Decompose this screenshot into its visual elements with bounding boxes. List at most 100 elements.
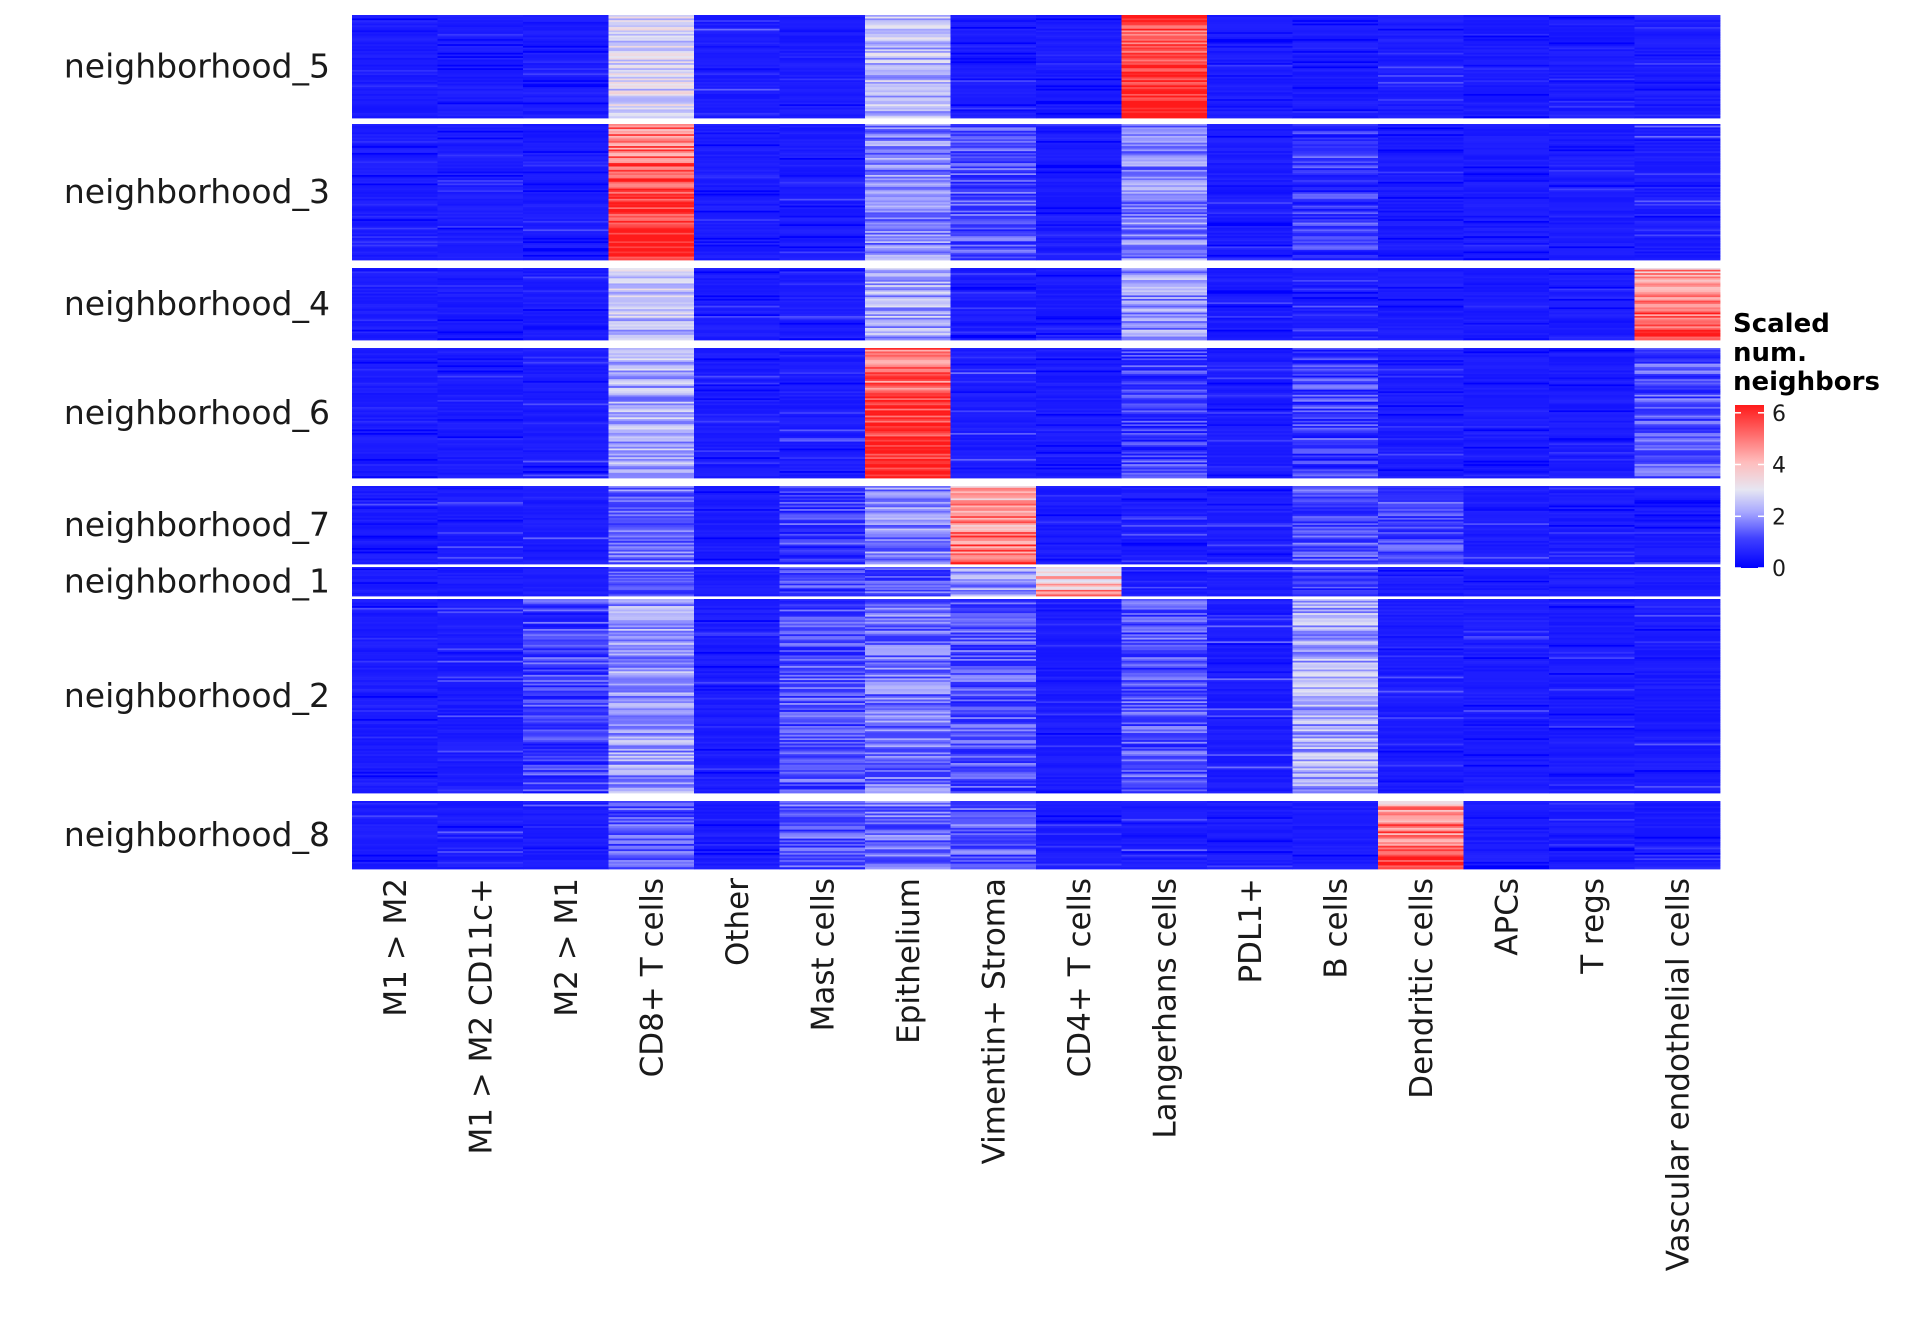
heatmap-cell	[779, 302, 866, 305]
heatmap-cell	[1463, 33, 1550, 36]
heatmap-cell	[1463, 20, 1550, 23]
heatmap-cell	[694, 474, 780, 477]
heatmap-cell	[1634, 530, 1721, 533]
heatmap-cell	[950, 551, 1037, 554]
heatmap-cell	[437, 229, 524, 232]
heatmap-cell	[1121, 93, 1208, 97]
heatmap-cell	[608, 348, 695, 351]
heatmap-cell	[523, 192, 609, 195]
heatmap-cell	[950, 469, 1037, 472]
heatmap-cell	[1634, 61, 1721, 64]
heatmap-cell	[1549, 462, 1635, 465]
heatmap-cell	[1463, 142, 1550, 145]
heatmap-cell	[865, 309, 951, 312]
heatmap-cell	[1549, 227, 1635, 230]
heatmap-cell	[1292, 329, 1379, 332]
heatmap-cell	[1634, 181, 1721, 184]
heatmap-cell	[352, 516, 438, 519]
heatmap-cell	[1036, 186, 1122, 189]
heatmap-cell	[437, 525, 524, 528]
heatmap-cell	[1207, 321, 1293, 324]
heatmap-cell	[694, 241, 780, 244]
heatmap-cell	[1463, 429, 1550, 432]
heatmap-cell	[1292, 83, 1379, 86]
heatmap-cell	[1207, 401, 1293, 404]
heatmap-cell	[950, 349, 1037, 352]
heatmap-cell	[523, 321, 609, 324]
heatmap-cell	[1292, 222, 1379, 225]
heatmap-cell	[523, 519, 609, 522]
heatmap-cell	[1036, 530, 1122, 533]
heatmap-cell	[950, 154, 1037, 157]
heatmap-cell	[1292, 102, 1379, 105]
heatmap-cell	[1463, 190, 1550, 193]
heatmap-cell	[865, 588, 951, 591]
heatmap-cell	[1634, 88, 1721, 91]
heatmap-cell	[1549, 465, 1635, 468]
heatmap-cell	[1549, 487, 1635, 490]
heatmap-cell	[1463, 83, 1550, 86]
heatmap-cell	[1463, 236, 1550, 239]
heatmap-cell	[437, 239, 524, 242]
heatmap-cell	[352, 546, 438, 549]
heatmap-cell	[1463, 338, 1550, 341]
heatmap-cell	[950, 353, 1037, 356]
heatmap-cell	[694, 81, 780, 85]
heatmap-cell	[1292, 258, 1379, 261]
heatmap-cell	[437, 377, 524, 380]
heatmap-cell	[950, 186, 1037, 189]
heatmap-cell	[437, 471, 524, 474]
heatmap-cell	[608, 139, 695, 142]
heatmap-cell	[1549, 540, 1635, 544]
heatmap-cell	[950, 500, 1037, 503]
heatmap-cell	[523, 286, 609, 289]
heatmap-cell	[437, 571, 524, 574]
heatmap-cell	[523, 49, 609, 52]
heatmap-cell	[1463, 394, 1550, 397]
heatmap-cell	[608, 353, 695, 356]
heatmap-cell	[1121, 348, 1208, 351]
heatmap-cell	[1634, 333, 1721, 336]
heatmap-cell	[694, 142, 780, 145]
heatmap-cell	[1549, 102, 1635, 105]
heatmap-cell	[1634, 501, 1721, 505]
heatmap-cell	[1292, 71, 1379, 74]
heatmap-cell	[694, 403, 780, 406]
heatmap-cell	[1036, 295, 1122, 298]
heatmap-cell	[437, 81, 524, 85]
heatmap-cell	[352, 180, 438, 183]
heatmap-cell	[437, 97, 524, 100]
heatmap-cell	[437, 528, 524, 531]
heatmap-cell	[1292, 379, 1379, 382]
heatmap-cell	[523, 244, 609, 247]
heatmap-cell	[1121, 100, 1208, 103]
heatmap-cell	[1463, 307, 1550, 310]
heatmap-cell	[1549, 544, 1635, 547]
heatmap-cell	[608, 253, 695, 256]
heatmap-cell	[779, 400, 866, 403]
heatmap-cell	[694, 443, 780, 446]
heatmap-cell	[1549, 243, 1635, 246]
heatmap-cell	[352, 28, 438, 31]
heatmap-cell	[1036, 125, 1122, 128]
heatmap-cell	[523, 288, 609, 291]
heatmap-cell	[1036, 348, 1122, 351]
heatmap-cell	[694, 178, 780, 181]
heatmap-cell	[1036, 498, 1122, 501]
heatmap-cell	[865, 353, 951, 356]
heatmap-cell	[1121, 209, 1208, 212]
heatmap-cell	[608, 560, 695, 563]
heatmap-cell	[1207, 526, 1293, 529]
heatmap-cell	[523, 278, 609, 281]
heatmap-cell	[694, 542, 780, 545]
heatmap-cell	[1549, 326, 1635, 329]
heatmap-cell	[437, 35, 524, 38]
heatmap-cell	[1121, 349, 1208, 352]
heatmap-cell	[1378, 377, 1464, 380]
heatmap-cell	[608, 244, 695, 247]
heatmap-cell	[523, 256, 609, 259]
heatmap-cell	[1036, 253, 1122, 256]
heatmap-cell	[608, 71, 695, 74]
heatmap-cell	[1634, 419, 1721, 422]
heatmap-cell	[437, 161, 524, 164]
